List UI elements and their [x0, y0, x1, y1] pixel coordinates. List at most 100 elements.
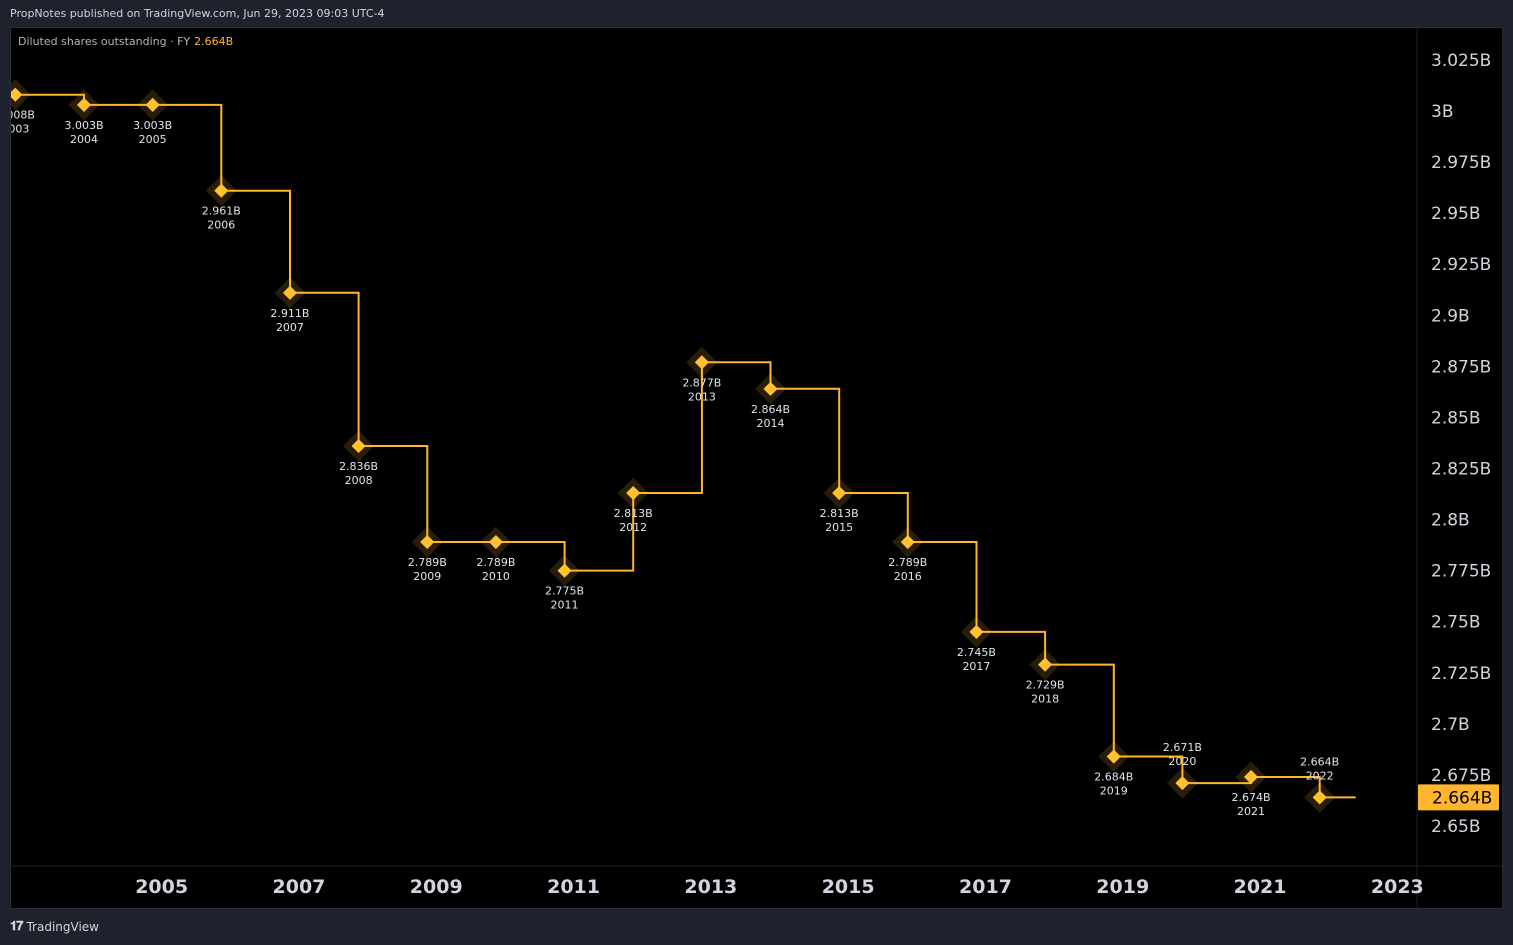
point-value-label: 3.008B: [0, 109, 35, 122]
x-tick-label: 2021: [1234, 876, 1287, 898]
diamond-marker: [420, 534, 435, 550]
series-legend[interactable]: Diluted shares outstanding · FY 2.664B: [18, 35, 233, 48]
y-tick-label: 3B: [1431, 102, 1453, 122]
last-price-badge: [1418, 784, 1499, 811]
point-year-label: 2006: [207, 219, 235, 232]
y-tick-label: 2.825B: [1431, 460, 1491, 480]
point-year-label: 2007: [276, 321, 304, 334]
point-value-label: 2.789B: [888, 556, 927, 569]
diamond-marker: [1312, 790, 1327, 805]
point-year-label: 2020: [1168, 755, 1196, 768]
diamond-marker: [969, 624, 984, 639]
point-value-label: 2.877B: [682, 376, 721, 389]
published-header: PropNotes published on TradingView.com, …: [10, 7, 385, 20]
point-year-label: 2013: [688, 390, 716, 403]
point-value-label: 2.671B: [1163, 741, 1202, 754]
point-value-label: 2.729B: [1026, 679, 1065, 692]
price-axis: 3.025B 3B 2.975B 2.95B 2.925B 2.9B 2.875B 2.85B…: [1431, 51, 1491, 837]
y-tick-label: 2.8B: [1431, 511, 1470, 531]
point-year-label: 2012: [619, 521, 647, 534]
time-axis: 2005 2007 2009 2011 2013 2015 2017 2019 2021 2023: [135, 876, 1424, 898]
last-price-tag: 2.664B: [1418, 784, 1499, 811]
x-tick-label: 2015: [822, 876, 875, 898]
point-value-label: 2.813B: [614, 507, 653, 520]
plot-area: 3.008B20033.003B20043.003B20052.961B2006…: [0, 79, 1356, 818]
diamond-marker: [763, 381, 778, 396]
diamond-marker: [488, 534, 503, 550]
point-year-label: 2017: [962, 660, 990, 673]
y-tick-label: 2.65B: [1431, 817, 1481, 837]
point-year-label: 2016: [894, 570, 922, 583]
x-tick-label: 2009: [410, 876, 463, 898]
y-tick-label: 2.775B: [1431, 562, 1491, 582]
y-tick-label: 2.75B: [1431, 613, 1481, 633]
point-value-label: 2.911B: [270, 307, 309, 320]
chart-pane[interactable]: [10, 27, 1503, 909]
diamond-marker: [1243, 769, 1259, 785]
point-year-label: 2009: [413, 570, 441, 583]
x-tick-label: 2017: [959, 876, 1012, 898]
y-tick-label: 3.025B: [1431, 51, 1491, 71]
footer: 𝟏𝟕 TradingView: [10, 919, 99, 934]
diamond-marker: [832, 485, 847, 501]
y-tick-label: 2.725B: [1431, 664, 1491, 684]
x-tick-label: 2023: [1371, 876, 1424, 898]
y-tick-label: 2.675B: [1431, 766, 1491, 786]
diamond-marker: [900, 534, 915, 550]
diamond-marker: [694, 355, 709, 370]
point-value-label: 2.664B: [1300, 755, 1339, 768]
x-tick-label: 2013: [684, 876, 737, 898]
diamond-marker: [214, 183, 229, 198]
point-year-label: 2015: [825, 521, 853, 534]
point-year-label: 2008: [345, 474, 373, 487]
point-year-label: 2021: [1237, 805, 1265, 818]
point-year-label: 2005: [139, 133, 167, 146]
diamond-marker: [557, 563, 572, 578]
x-tick-label: 2005: [135, 876, 188, 898]
y-tick-label: 2.95B: [1431, 204, 1481, 224]
y-tick-label: 2.7B: [1431, 715, 1470, 735]
point-value-label: 2.684B: [1094, 771, 1133, 784]
diamond-marker: [351, 438, 366, 454]
x-tick-label: 2019: [1096, 876, 1149, 898]
tradingview-logo-icon[interactable]: 𝟏𝟕: [10, 919, 24, 934]
point-value-label: 2.775B: [545, 585, 584, 598]
series-step-line: [11, 93, 1356, 799]
point-year-label: 2018: [1031, 693, 1059, 706]
y-tick-label: 2.9B: [1431, 306, 1470, 326]
x-tick-label: 2007: [273, 876, 326, 898]
footer-brand[interactable]: TradingView: [26, 919, 99, 934]
point-year-label: 2022: [1306, 769, 1334, 782]
diamond-marker: [1038, 657, 1053, 672]
last-price-value: 2.664B: [1432, 788, 1492, 808]
legend-value: 2.664B: [194, 35, 234, 48]
y-tick-label: 2.875B: [1431, 357, 1491, 377]
y-tick-label: 2.975B: [1431, 153, 1491, 173]
point-year-label: 2004: [70, 133, 98, 146]
point-value-label: 3.003B: [64, 119, 103, 132]
y-tick-label: 2.925B: [1431, 255, 1491, 275]
point-year-label: 2014: [757, 417, 785, 430]
point-value-label: 2.836B: [339, 460, 378, 473]
diamond-marker: [1106, 749, 1121, 764]
point-year-label: 2019: [1100, 785, 1128, 798]
point-year-label: 2010: [482, 570, 510, 583]
